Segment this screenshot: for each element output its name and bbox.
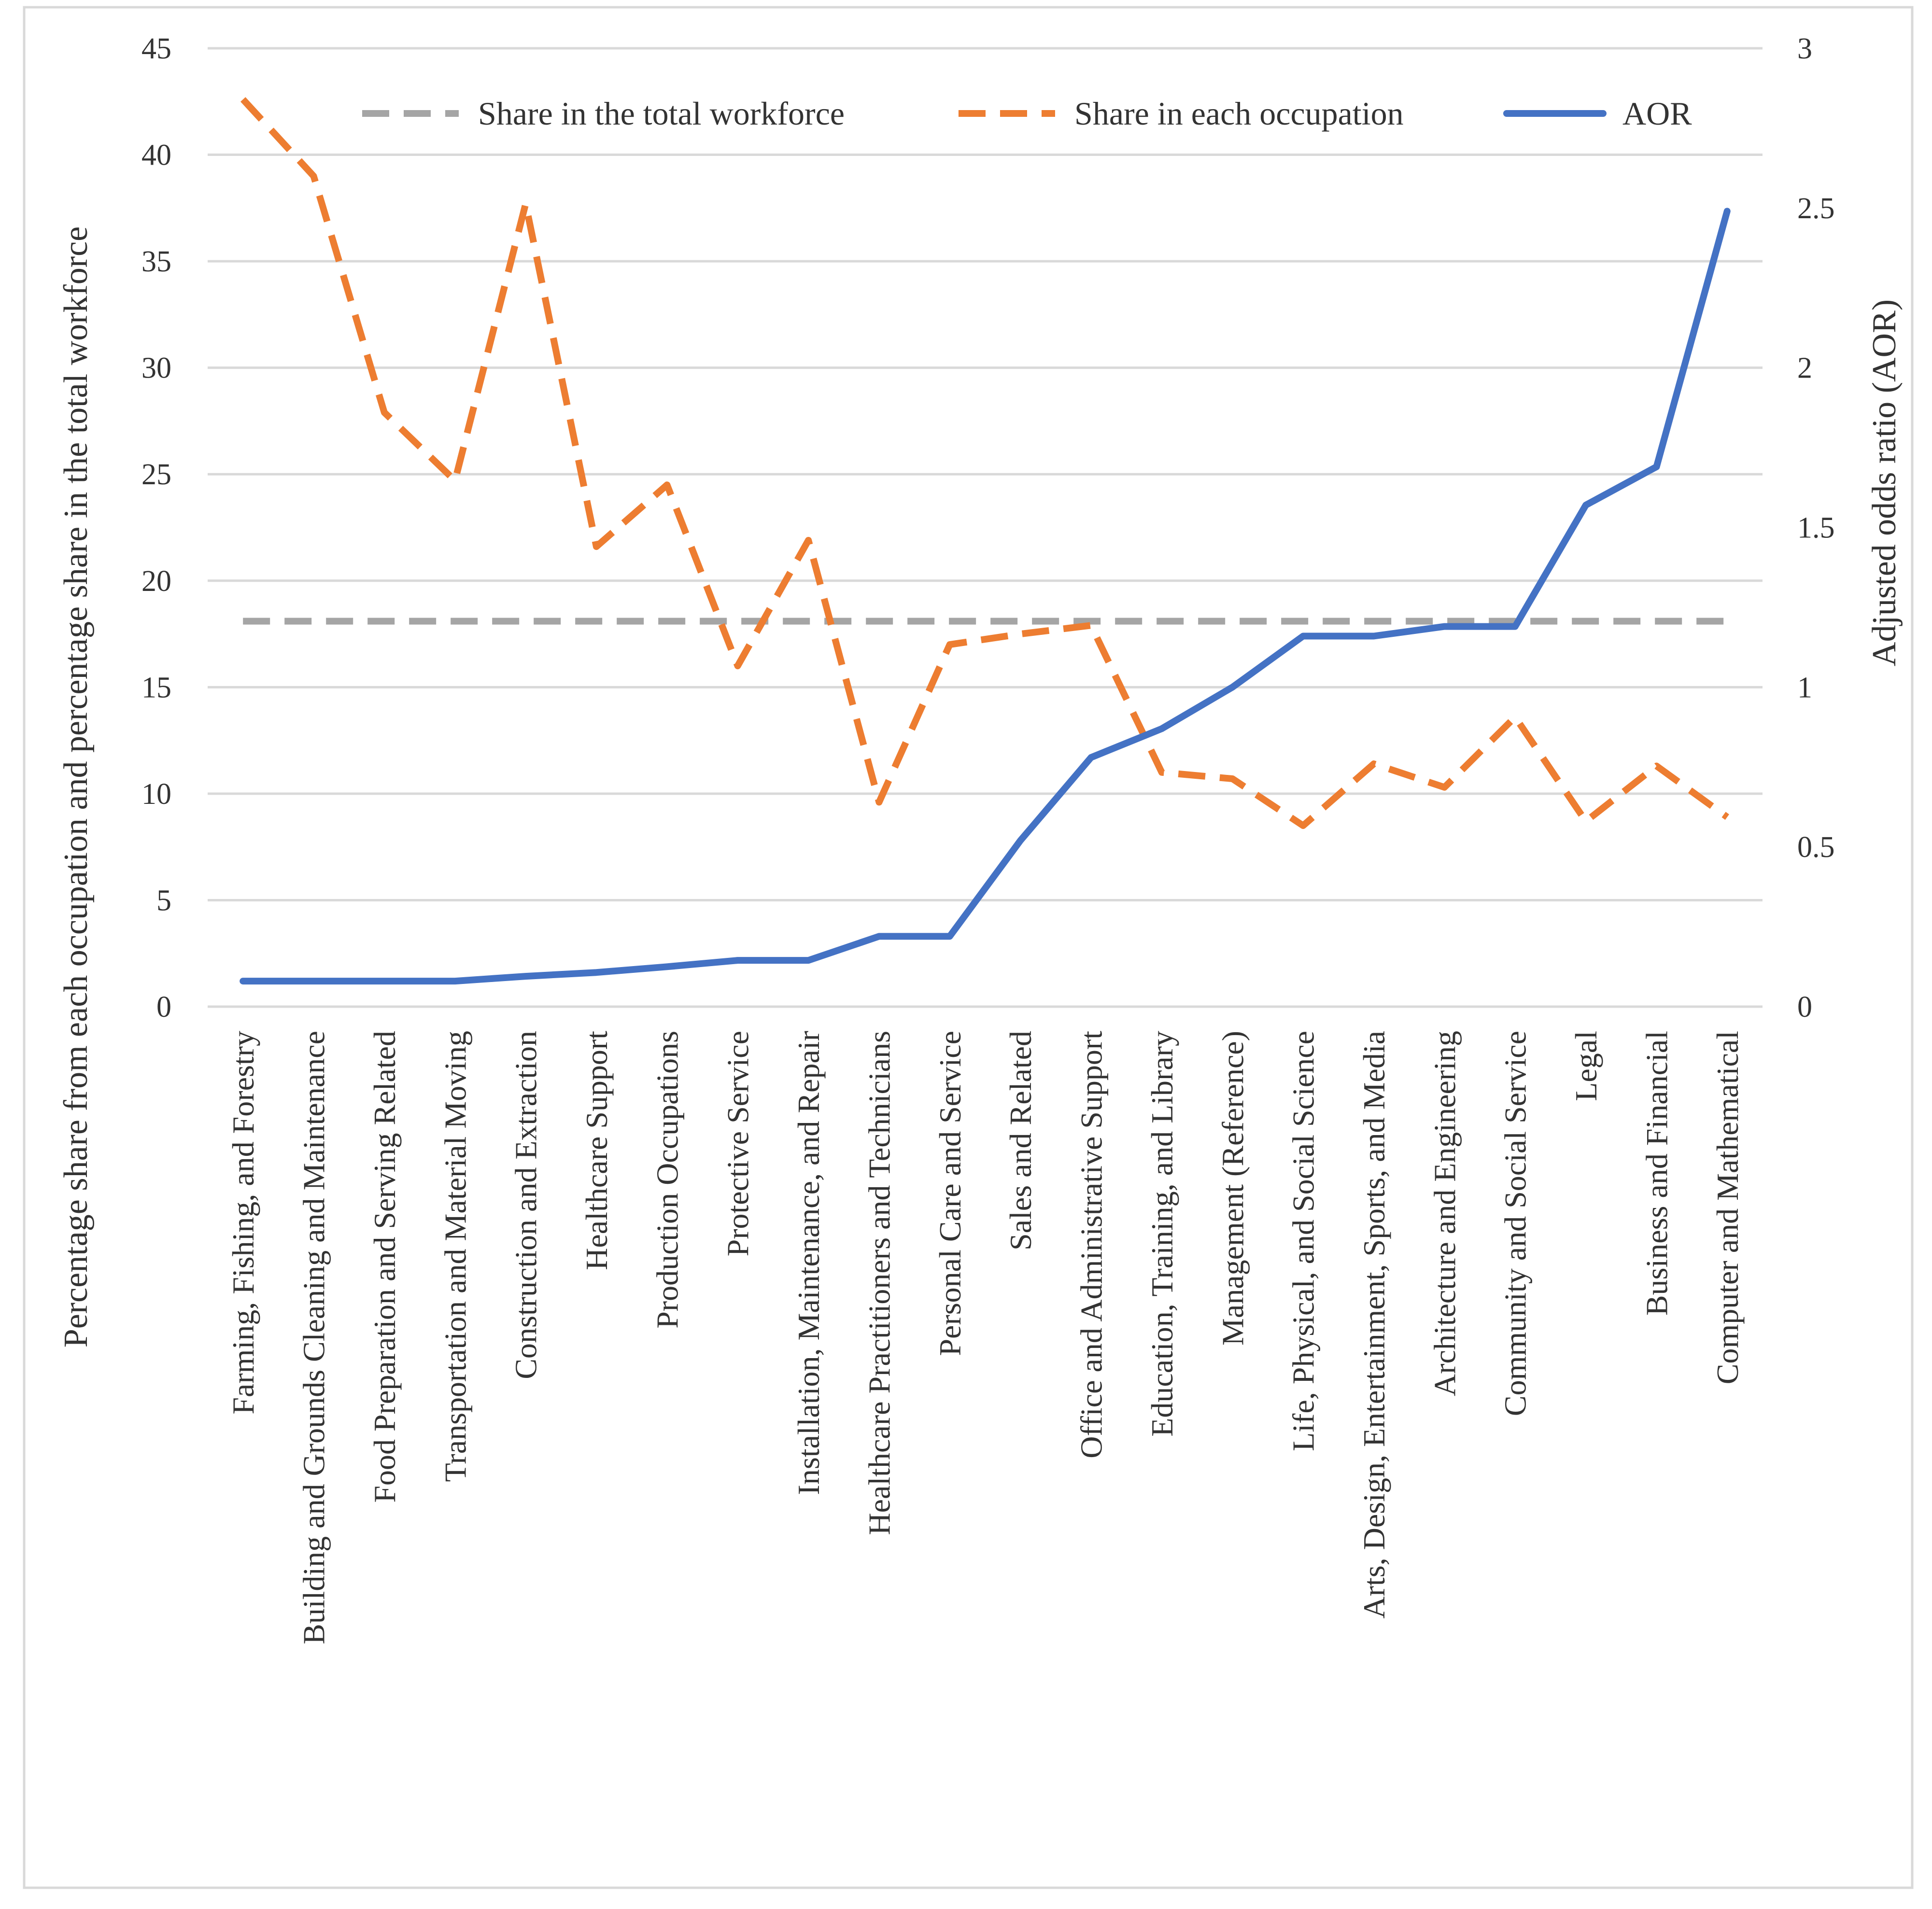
x-category-label: Computer and Mathematical [1710,1031,1745,1384]
left-tick-label: 35 [141,245,171,278]
x-category-label: Legal [1569,1031,1603,1101]
right-tick-label: 0.5 [1797,831,1835,864]
right-tick-label: 1 [1797,671,1812,704]
x-category-label: Construction and Extraction [509,1031,543,1379]
left-tick-label: 20 [141,565,171,598]
legend-label: AOR [1622,95,1692,132]
left-tick-label: 0 [156,991,171,1024]
left-tick-label: 10 [141,778,171,811]
x-category-label: Arts, Design, Entertainment, Sports, and… [1357,1031,1391,1619]
x-category-label: Installation, Maintenance, and Repair [791,1031,826,1495]
right-axis-title: Adjusted odds ratio (AOR) [1866,299,1903,666]
x-category-label: Office and Administrative Support [1074,1031,1109,1459]
x-category-label: Transportation and Material Moving [438,1031,472,1482]
legend-label: Share in each occupation [1074,95,1404,132]
x-category-label: Life, Physical, and Social Science [1286,1031,1321,1451]
x-axis-categories: Farming, Fishing, and Forestry Building a… [226,1031,1745,1644]
x-category-label: Production Occupations [650,1031,684,1329]
left-tick-label: 5 [156,884,171,917]
x-category-label: Community and Social Service [1498,1031,1533,1416]
left-tick-label: 15 [141,671,171,704]
right-tick-label: 2 [1797,352,1812,385]
right-axis-ticks: 0 0.5 1 1.5 2 2.5 3 [1797,32,1835,1024]
series-lines [240,97,1731,985]
legend-label: Share in the total workforce [478,95,845,132]
left-tick-label: 45 [141,32,171,65]
x-category-label: Building and Grounds Cleaning and Mainte… [297,1031,331,1644]
left-tick-label: 40 [141,139,171,172]
series-line-aor [240,208,1731,985]
left-axis-title: Percentage share from each occupation an… [57,226,95,1348]
x-category-label: Farming, Fishing, and Forestry [226,1031,260,1415]
x-category-label: Food Preparation and Serving Related [367,1031,402,1503]
right-tick-label: 3 [1797,32,1812,65]
right-tick-label: 2.5 [1797,192,1835,225]
gridlines [208,47,1763,1008]
x-category-label: Architecture and Engineering [1427,1031,1462,1396]
x-category-label: Education, Training, and Library [1145,1031,1179,1437]
x-category-label: Healthcare Support [579,1031,614,1270]
legend: Share in the total workforce Share in eac… [362,95,1692,132]
left-tick-label: 25 [141,458,171,491]
x-category-label: Healthcare Practitioners and Technicians [862,1031,896,1535]
right-tick-label: 0 [1797,991,1812,1024]
chart-frame [23,6,1914,1889]
x-category-label: Personal Care and Service [933,1031,967,1356]
x-category-label: Sales and Related [1003,1031,1038,1250]
series-line-share-in-each-occupation [240,97,1729,829]
x-category-label: Protective Service [721,1031,755,1256]
right-tick-label: 1.5 [1797,512,1835,545]
left-tick-label: 30 [141,352,171,385]
left-axis-ticks: 0 5 10 15 20 25 30 35 40 45 [141,32,171,1024]
x-category-label: Business and Financial [1639,1031,1674,1316]
x-category-label: Management (Reference) [1215,1031,1250,1346]
